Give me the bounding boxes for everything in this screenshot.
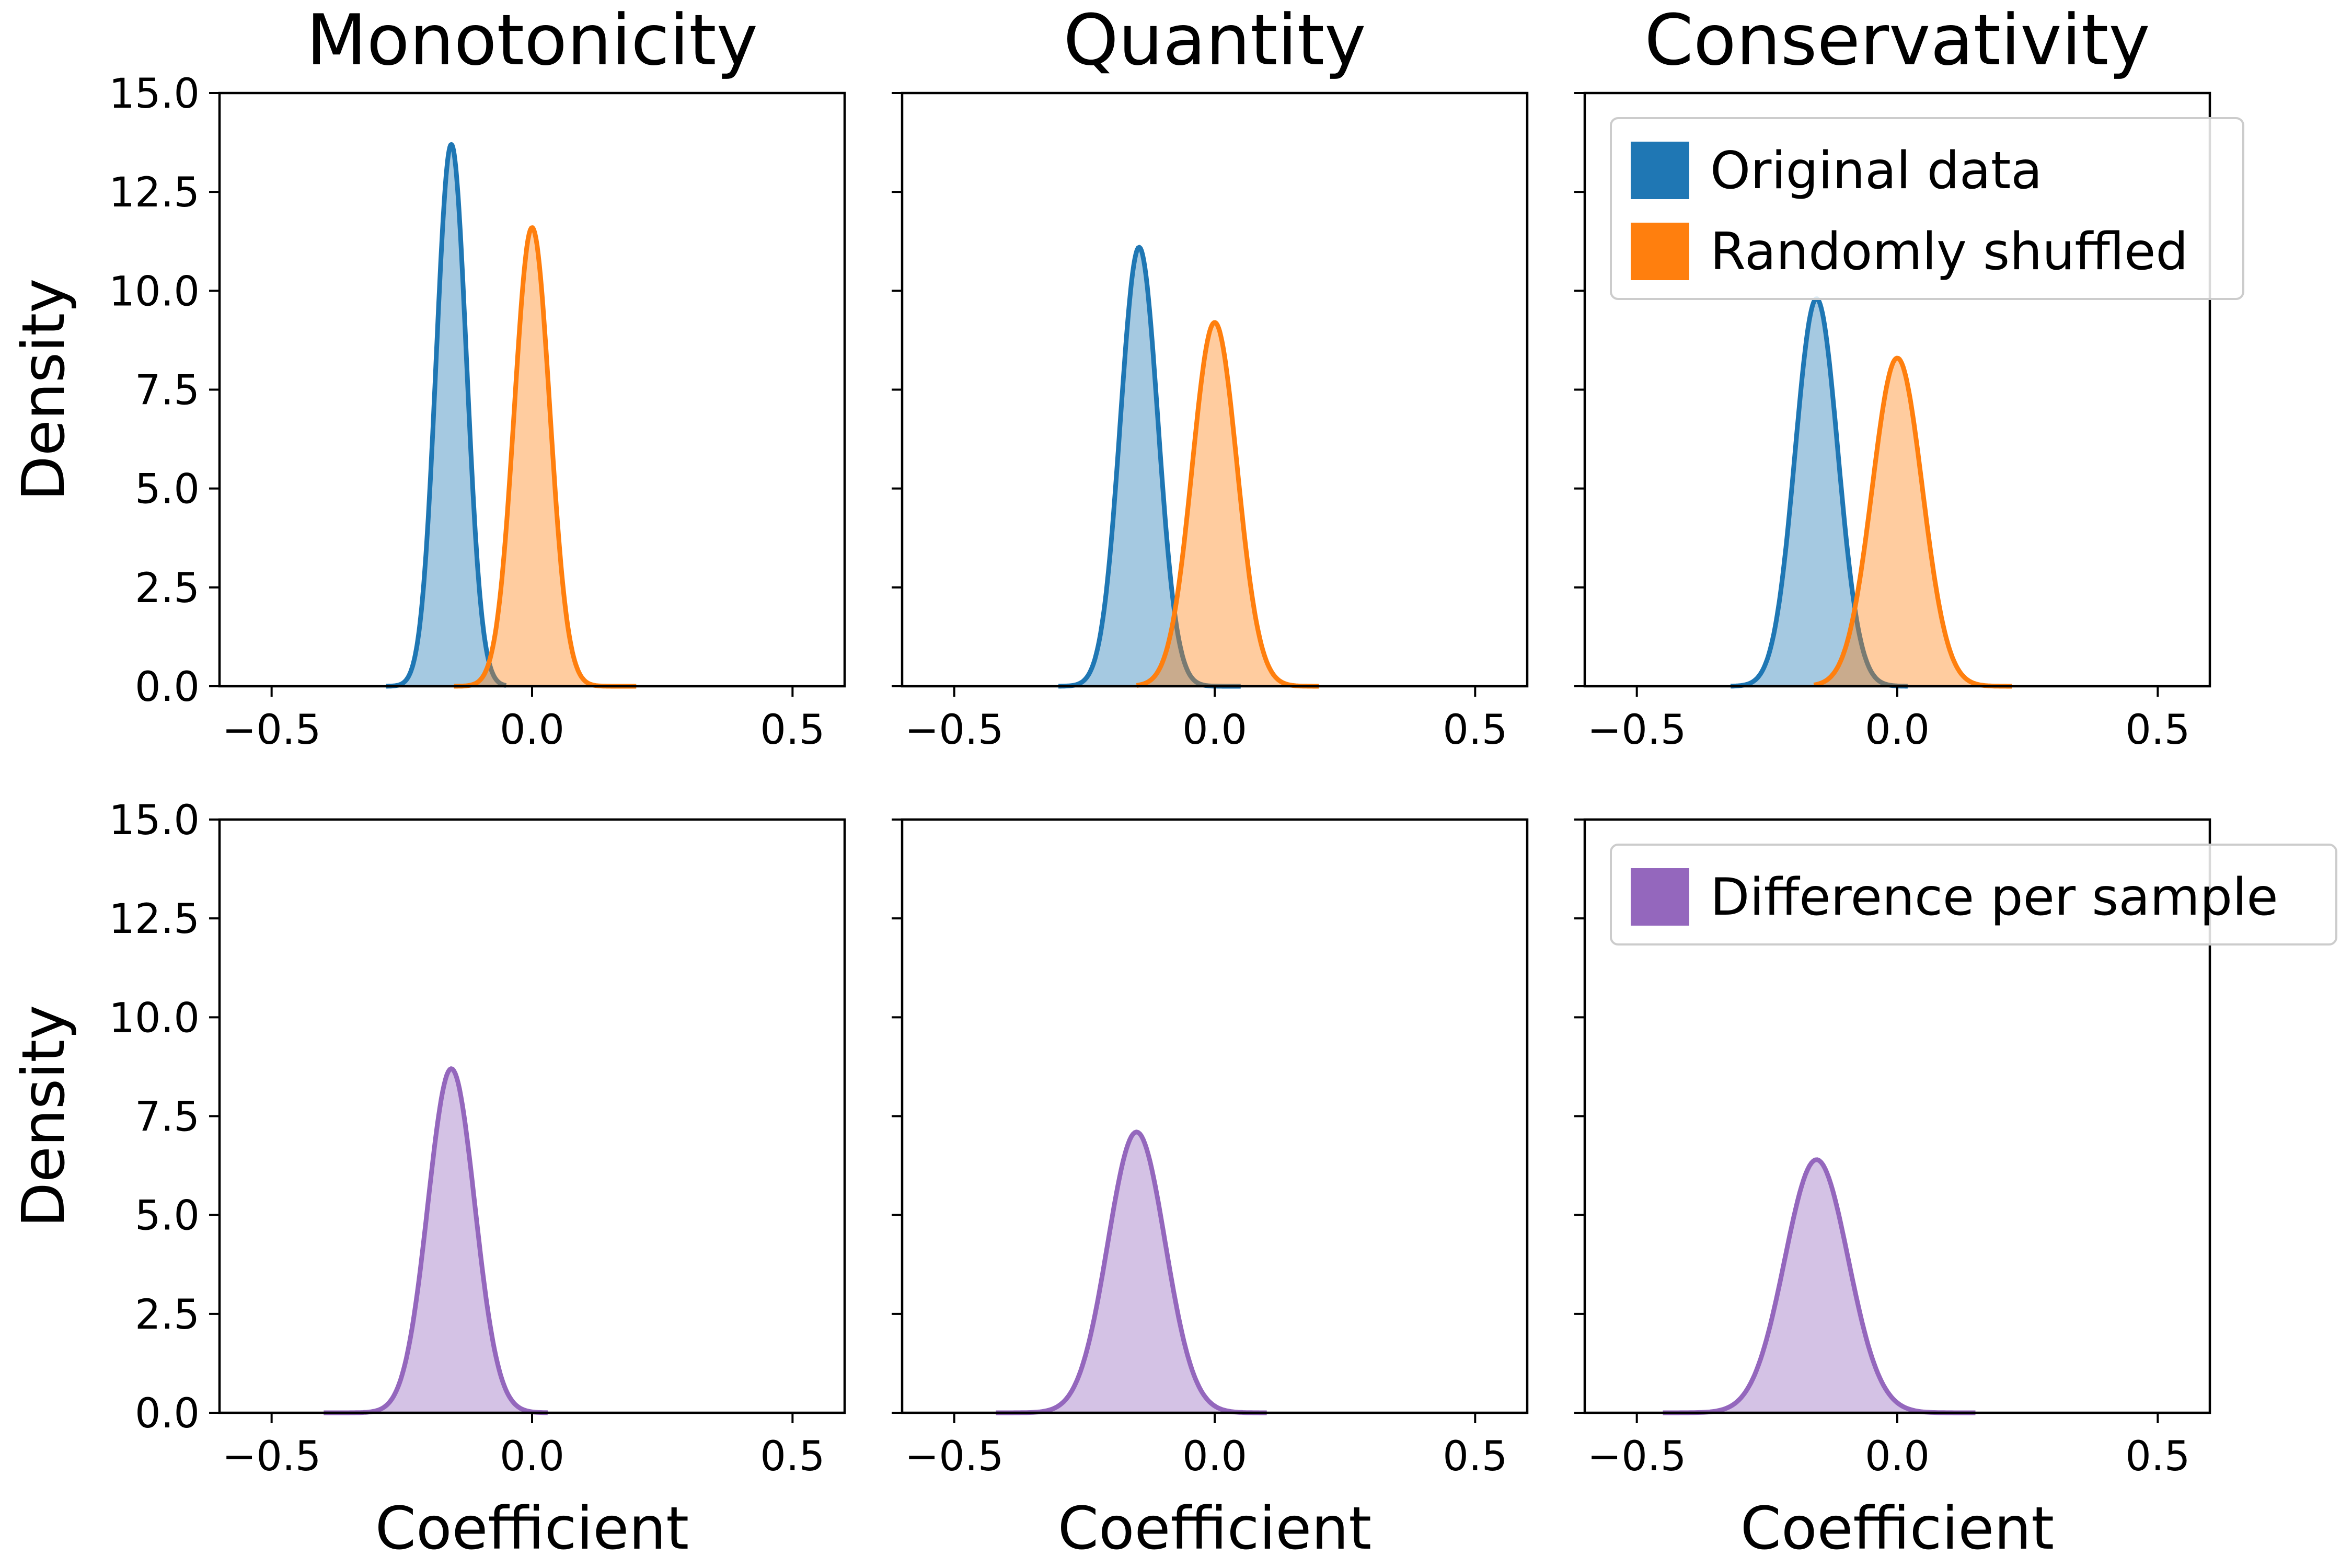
x-tick-label: −0.5 <box>222 707 321 754</box>
x-axis-label: Coefficient <box>1740 1495 2054 1563</box>
y-tick-label: 10.0 <box>109 995 200 1042</box>
subplot-0-0: −0.5 0.0 0.5 0.0 2.5 5.0 7.5 10.0 12.5 15.0 Monoto… <box>10 0 846 754</box>
subplot-title: Quantity <box>1063 0 1366 81</box>
y-tick-label: 12.5 <box>109 896 200 943</box>
density-fill-original <box>1058 247 1241 687</box>
x-tick-label: 0.5 <box>760 1433 825 1480</box>
legend-bottom: Difference per sample <box>1610 844 2337 946</box>
x-tick-label: 0.5 <box>1443 707 1507 754</box>
legend-box <box>1610 844 2337 946</box>
subplot-0-1: −0.5 0.0 0.5 Quantity <box>892 0 1529 754</box>
x-tick-label: 0.0 <box>500 707 564 754</box>
density-line-shuffled <box>1135 320 1320 689</box>
legend-label-original: Original data <box>1710 141 2042 201</box>
y-tick-label: 12.5 <box>109 169 200 216</box>
x-tick-label: 0.0 <box>1865 1433 1930 1480</box>
y-tick-label: 15.0 <box>109 71 200 118</box>
x-tick-label: 0.0 <box>1182 1433 1247 1480</box>
legend-label-shuffled: Randomly shuffled <box>1710 222 2188 282</box>
legend-box <box>1610 117 2244 300</box>
y-tick-label: 7.5 <box>135 367 200 414</box>
x-tick-label: 0.5 <box>760 707 825 754</box>
subplot-title: Monotonicity <box>306 0 758 81</box>
density-line-original <box>384 142 508 689</box>
y-tick-label: 5.0 <box>135 1193 200 1240</box>
x-tick-label: 0.0 <box>1865 707 1930 754</box>
legend-swatch-difference <box>1631 868 1689 926</box>
y-tick-label: 2.5 <box>135 1292 200 1339</box>
density-line-shuffled <box>1813 355 2013 689</box>
y-tick-label: 0.0 <box>135 1390 200 1437</box>
x-tick-label: −0.5 <box>1587 1433 1686 1480</box>
subplot-0-2: −0.5 0.0 0.5 Conservativity <box>1574 0 2211 754</box>
x-tick-label: 0.5 <box>2125 1433 2190 1480</box>
density-fill-shuffled <box>1136 322 1319 686</box>
legend-top: Original data Randomly shuffled <box>1610 117 2244 300</box>
x-axis-label: Coefficient <box>1058 1495 1371 1563</box>
density-fill-original <box>1731 298 1908 686</box>
subplot-1-0: −0.5 0.0 0.5 0.0 2.5 5.0 7.5 10.0 12.5 15.0 Densit… <box>10 797 846 1563</box>
density-fill-shuffled <box>454 227 637 687</box>
legend-swatch-original <box>1631 142 1689 199</box>
density-fill-difference <box>324 1068 548 1413</box>
density-fill-shuffled <box>1814 358 2012 686</box>
density-line-original <box>1729 296 1909 689</box>
y-tick-label: 5.0 <box>135 466 200 513</box>
density-fill-original <box>386 144 506 686</box>
x-tick-label: 0.0 <box>1182 707 1247 754</box>
x-axis-label: Coefficient <box>375 1495 689 1563</box>
x-tick-label: −0.5 <box>1587 707 1686 754</box>
axes-frame <box>218 818 846 1414</box>
y-tick-label: 10.0 <box>109 268 200 315</box>
x-tick-label: −0.5 <box>905 1433 1004 1480</box>
y-tick-label: 15.0 <box>109 797 200 844</box>
y-axis-label: Density <box>10 279 78 501</box>
y-tick-label: 0.0 <box>135 664 200 711</box>
legend-label-difference: Difference per sample <box>1710 868 2278 927</box>
density-fill-difference <box>996 1132 1267 1413</box>
x-tick-label: −0.5 <box>905 707 1004 754</box>
axes-frame <box>901 818 1529 1414</box>
y-tick-label: 2.5 <box>135 565 200 612</box>
x-tick-label: 0.0 <box>500 1433 564 1480</box>
legend-swatch-shuffled <box>1631 223 1689 280</box>
density-fill-difference <box>1663 1159 1976 1413</box>
y-axis-label: Density <box>10 1005 78 1228</box>
x-tick-label: 0.5 <box>1443 1433 1507 1480</box>
x-tick-label: −0.5 <box>222 1433 321 1480</box>
subplot-title: Conservativity <box>1644 0 2150 81</box>
y-tick-label: 7.5 <box>135 1094 200 1141</box>
x-tick-label: 0.5 <box>2125 707 2190 754</box>
subplot-1-1: −0.5 0.0 0.5 Coefficient <box>892 818 1529 1563</box>
subplot-1-2: −0.5 0.0 0.5 Coefficient <box>1574 818 2211 1563</box>
